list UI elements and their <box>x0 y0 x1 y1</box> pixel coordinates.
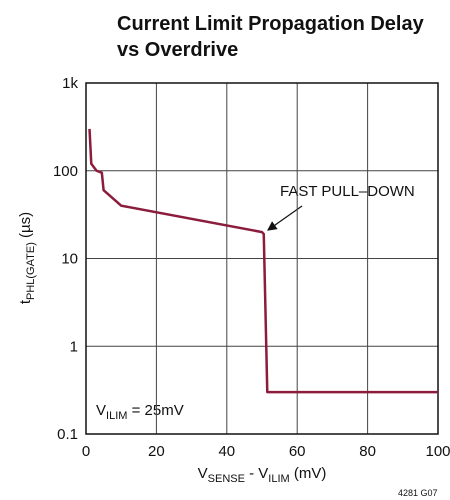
x-tick-label: 80 <box>359 443 376 460</box>
x-axis-label: VSENSE - VILIM (mV) <box>198 465 327 485</box>
y-tick-label: 0.1 <box>57 426 78 443</box>
y-axis-label: tPHL(GATE) (µs) <box>17 212 37 304</box>
pulldown-annotation: FAST PULL–DOWN <box>280 183 415 200</box>
x-tick-label: 60 <box>289 443 306 460</box>
figure-id: 4281 G07 <box>398 488 438 498</box>
y-axis-label-part: t <box>17 299 34 304</box>
annotation-part: V <box>96 402 106 419</box>
data-line <box>88 128 438 394</box>
x-tick-label: 0 <box>82 443 90 460</box>
x-tick-label: 40 <box>218 443 235 460</box>
plot-frame <box>85 82 439 435</box>
chart-title: vs Overdrive <box>117 39 238 61</box>
y-axis-label-part: (µs) <box>17 212 34 242</box>
x-axis-label-part: V <box>198 465 208 482</box>
x-axis-label-part: - V <box>245 465 268 482</box>
annotation-sub: ILIM <box>106 410 127 422</box>
x-tick-label: 20 <box>148 443 165 460</box>
annotation-part: = 25mV <box>127 402 183 419</box>
y-tick-label: 1 <box>70 338 78 355</box>
annotation-arrow <box>267 205 303 231</box>
chart-title: Current Limit Propagation Delay <box>117 13 425 35</box>
x-tick-label: 100 <box>425 443 450 460</box>
y-axis-label-sub: PHL(GATE) <box>25 242 37 300</box>
y-tick-label: 100 <box>53 163 78 180</box>
x-axis-label-sub: ILIM <box>268 473 289 485</box>
y-tick-label: 1k <box>62 75 78 92</box>
y-tick-label: 10 <box>61 251 78 268</box>
x-axis-label-sub: SENSE <box>208 473 245 485</box>
x-axis-label-part: (mV) <box>290 465 327 482</box>
condition-annotation: VILIM = 25mV <box>96 402 184 422</box>
